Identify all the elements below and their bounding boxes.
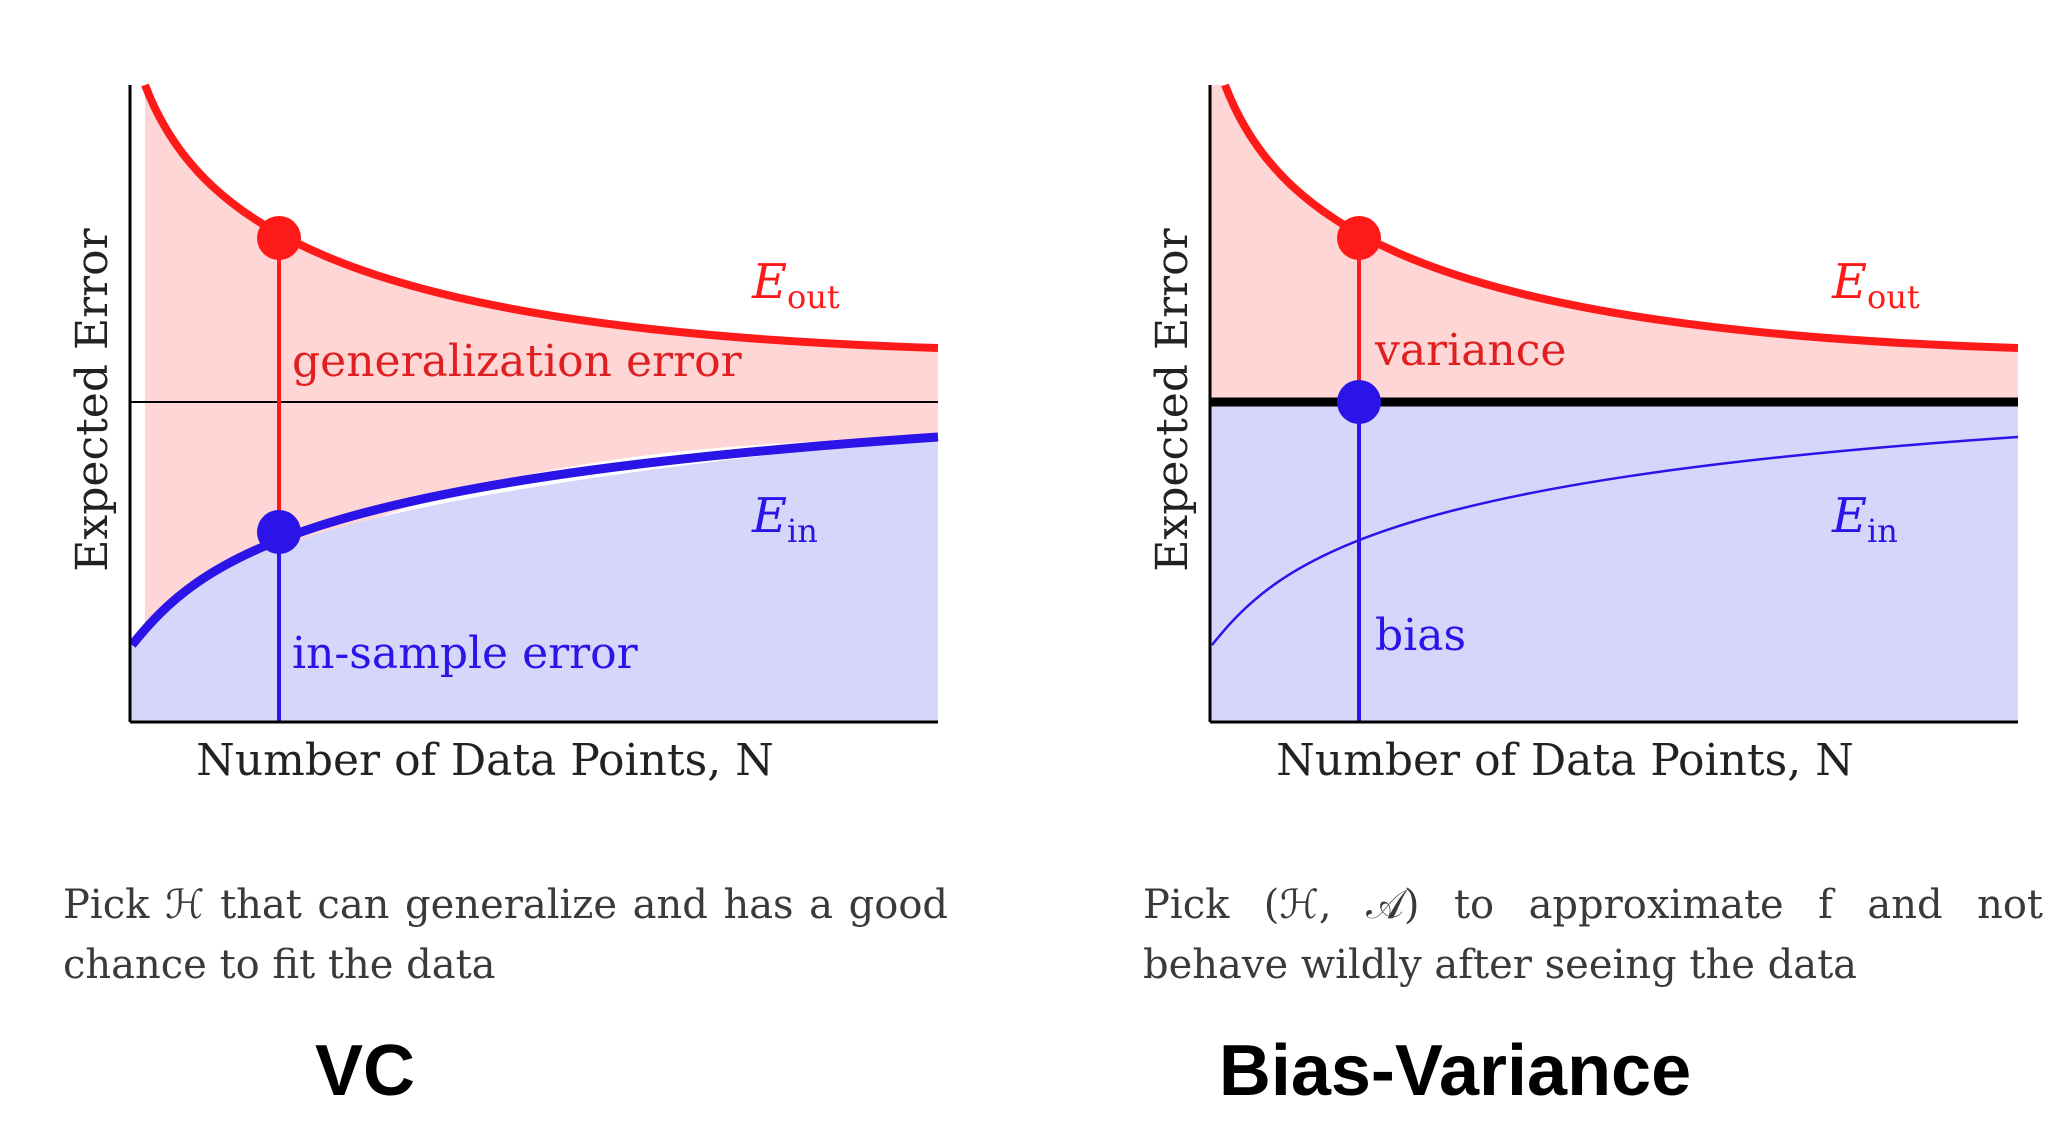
vc-eout-point bbox=[257, 216, 301, 260]
bv-eout-label-sub: out bbox=[1867, 278, 1920, 316]
bv-bias-label: bias bbox=[1375, 610, 1466, 661]
bv-x-axis-label: Number of Data Points, N bbox=[1276, 735, 1853, 786]
bv-title: Bias-Variance bbox=[1218, 1031, 1692, 1111]
vc-caption: Pick ℋ that can generalize and has a goo… bbox=[63, 882, 948, 988]
vc-ein-label: Ein bbox=[751, 488, 818, 550]
vc-x-axis-label: Number of Data Points, N bbox=[196, 735, 773, 786]
bias-variance-learning-curve-diagram: Expected Error Number of Data Points, N … bbox=[1147, 83, 2019, 786]
vc-generalization-error-label: generalization error bbox=[292, 336, 743, 387]
bv-caption: Pick (ℋ, 𝒜) to approximate f and not beh… bbox=[1143, 882, 2043, 988]
bv-y-axis-label: Expected Error bbox=[1147, 227, 1198, 571]
bv-eout-label-main: E bbox=[1831, 254, 1867, 310]
vc-in-sample-error-label: in-sample error bbox=[292, 628, 639, 679]
bv-variance-label: variance bbox=[1374, 325, 1566, 376]
vc-ein-label-main: E bbox=[751, 488, 787, 544]
bv-eout-label: Eout bbox=[1831, 254, 1920, 316]
vc-eout-curve bbox=[141, 83, 939, 352]
vc-y-axis-label: Expected Error bbox=[67, 227, 118, 571]
bv-bias-region-fill bbox=[1210, 402, 2018, 722]
vc-ein-label-sub: in bbox=[787, 512, 818, 550]
vc-eout-label-main: E bbox=[751, 254, 787, 310]
vc-learning-curve-diagram: Expected Error Number of Data Points, N … bbox=[67, 83, 939, 786]
bv-ein-label: Ein bbox=[1831, 488, 1898, 550]
bv-eout-curve bbox=[1221, 83, 2019, 352]
vc-panel: Expected Error Number of Data Points, N … bbox=[63, 83, 948, 1111]
vc-ein-point bbox=[257, 510, 301, 554]
bv-ein-label-main: E bbox=[1831, 488, 1867, 544]
bias-variance-panel: Expected Error Number of Data Points, N … bbox=[1080, 0, 2066, 1148]
bv-bias-point bbox=[1337, 380, 1381, 424]
bv-ein-label-sub: in bbox=[1867, 512, 1898, 550]
vc-eout-label: Eout bbox=[751, 254, 840, 316]
vc-eout-label-sub: out bbox=[787, 278, 840, 316]
bv-variance-region-fill bbox=[1210, 85, 2018, 402]
vc-ein-curve bbox=[128, 432, 939, 648]
bv-ein-curve bbox=[1211, 435, 2019, 646]
vc-ein-region-fill bbox=[130, 437, 938, 722]
bv-eout-point bbox=[1337, 216, 1381, 260]
vc-title: VC bbox=[314, 1031, 416, 1111]
vc-eout-region-fill bbox=[145, 85, 938, 645]
